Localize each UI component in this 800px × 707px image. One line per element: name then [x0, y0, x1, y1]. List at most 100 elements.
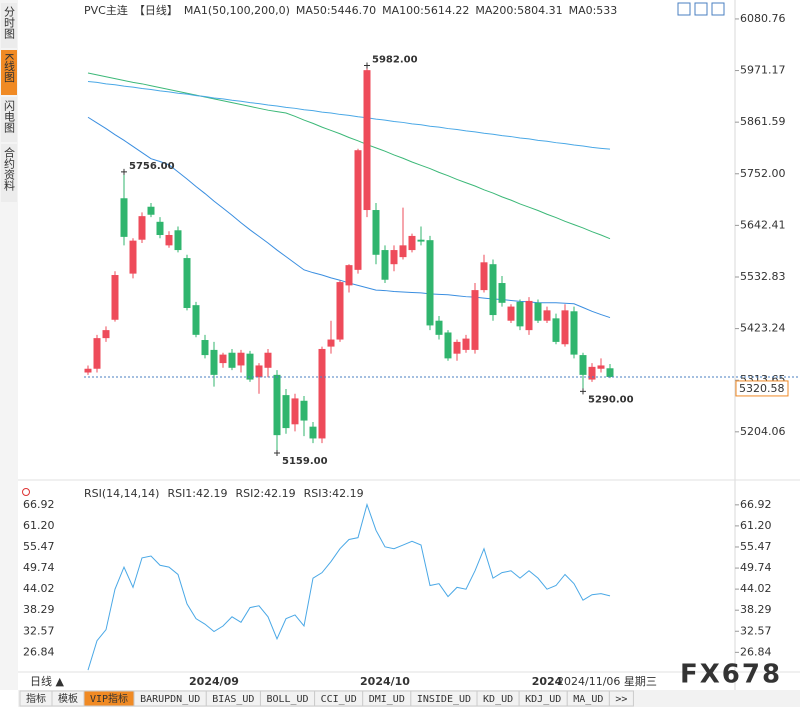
y-tick-label-left: 44.02	[23, 582, 55, 595]
candle-body	[192, 305, 200, 335]
candle-body	[219, 354, 227, 364]
y-tick-label: 44.02	[740, 582, 772, 595]
candle-body	[552, 318, 560, 342]
tab-label[interactable]: VIP指标	[90, 692, 128, 705]
tab-label[interactable]: 指标	[26, 692, 46, 705]
tab-label[interactable]: BARUPDN_UD	[140, 694, 200, 705]
sidebar-tab[interactable]	[1, 3, 17, 48]
ma-line	[87, 72, 611, 240]
toolbar-icons	[677, 2, 725, 16]
tab[interactable]	[608, 690, 634, 707]
candle-body	[597, 365, 605, 369]
tab-label[interactable]: MA_UD	[573, 694, 603, 705]
tab-label[interactable]: KDJ_UD	[525, 694, 561, 705]
candle-body	[282, 395, 290, 429]
candle-body	[210, 349, 218, 375]
candle-body	[165, 234, 173, 246]
period-toggle[interactable]: 日线 ▲	[30, 674, 64, 688]
legend-entry: MA200:5804.31	[475, 4, 562, 17]
legend-entry: RSI1:42.19	[167, 487, 227, 500]
candle-body	[561, 310, 569, 345]
candle-body	[444, 332, 452, 359]
sidebar-tab[interactable]	[1, 97, 17, 142]
candle-body	[84, 368, 92, 373]
y-tick-label: 61.20	[740, 519, 772, 532]
extreme-marker	[364, 62, 370, 69]
candle-body	[471, 290, 479, 350]
candle-body	[156, 221, 164, 235]
y-tick-label: 5204.06	[740, 425, 786, 438]
extreme-marker	[121, 168, 127, 175]
legend-entry: RSI3:42.19	[304, 487, 364, 500]
icon-button[interactable]	[677, 2, 691, 16]
period-label: 【日线】	[134, 3, 178, 17]
y-tick-label: 55.47	[740, 540, 772, 553]
candle-body	[435, 320, 443, 335]
indicator-name: RSI(14,14,14)	[84, 487, 159, 500]
y-tick-label: 26.84	[740, 645, 772, 658]
candle-body	[606, 368, 614, 377]
y-tick-label-left: 32.57	[23, 624, 55, 637]
last-price-box	[735, 380, 789, 397]
y-tick-label: 32.57	[740, 624, 772, 637]
y-tick-label: 5861.59	[740, 115, 786, 128]
candle-body	[390, 250, 398, 265]
sidebar-tab-label: 合约资料	[3, 146, 16, 192]
rsi-line	[87, 502, 611, 671]
candle-body	[399, 245, 407, 258]
tab-label[interactable]: KD_UD	[483, 694, 513, 705]
tab-label[interactable]: INSIDE_UD	[417, 694, 471, 705]
candle-body	[408, 235, 416, 251]
y-tick-label-left: 26.84	[23, 645, 55, 658]
sidebar-tab-label: 分时图	[3, 6, 16, 40]
indicator-name: MA1(50,100,200,0)	[184, 4, 290, 17]
candle-body	[363, 70, 371, 211]
legend-entry: MA50:5446.70	[296, 4, 376, 17]
icon-button[interactable]	[711, 2, 725, 16]
candle-body	[354, 150, 362, 270]
candle-body	[462, 338, 470, 350]
extreme-label: 5159.00	[282, 456, 328, 467]
candle-body	[516, 301, 524, 327]
candle-body	[318, 348, 326, 439]
candle-body	[336, 282, 344, 340]
sidebar-tab[interactable]	[1, 144, 17, 202]
tab-label[interactable]: >>	[615, 694, 627, 705]
y-tick-label-left: 49.74	[23, 561, 55, 574]
candle-body	[102, 330, 110, 339]
tab-label[interactable]: BOLL_UD	[266, 694, 308, 705]
y-tick-label: 38.29	[740, 603, 772, 616]
candle-body	[201, 340, 209, 356]
sidebar-tab[interactable]	[1, 50, 17, 95]
y-tick-label: 6080.76	[740, 12, 786, 25]
candle-body	[120, 198, 128, 237]
icon-button[interactable]	[694, 2, 708, 16]
settings-icon[interactable]	[22, 488, 30, 496]
candle-body	[255, 365, 263, 378]
extreme-marker	[274, 450, 280, 457]
x-tick-label: 2024/10	[360, 675, 410, 688]
tab-label[interactable]: BIAS_UD	[212, 694, 254, 705]
candle-body	[579, 355, 587, 375]
y-tick-label: 5971.17	[740, 64, 786, 77]
candle-body	[138, 216, 146, 240]
y-tick-label-left: 66.92	[23, 498, 55, 511]
y-tick-label: 49.74	[740, 561, 772, 574]
candle-body	[129, 240, 137, 274]
tab-label[interactable]: 模板	[58, 692, 78, 705]
candle-body	[309, 426, 317, 439]
candle-body	[246, 353, 254, 380]
candle-body	[453, 341, 461, 354]
y-tick-label: 5642.41	[740, 218, 786, 231]
candle-body	[588, 366, 596, 380]
tab-label[interactable]: DMI_UD	[369, 694, 405, 705]
candle-body	[570, 311, 578, 355]
y-tick-label: 5423.24	[740, 322, 786, 335]
extreme-marker	[580, 388, 586, 395]
candle-body	[372, 210, 380, 255]
y-tick-label: 5532.83	[740, 270, 786, 283]
candle-body	[264, 352, 272, 368]
last-price-label: 5320.58	[739, 382, 785, 395]
tab-label[interactable]: CCI_UD	[321, 694, 357, 705]
